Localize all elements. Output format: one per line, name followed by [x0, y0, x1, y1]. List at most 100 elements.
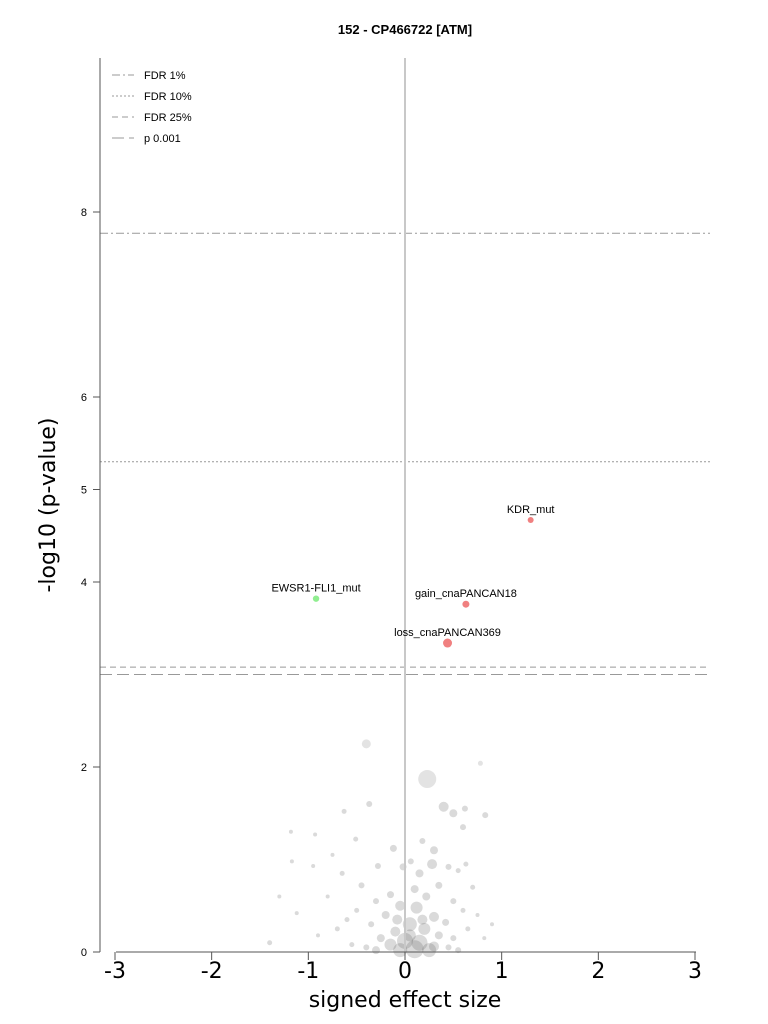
legend-label: FDR 25% — [144, 112, 192, 124]
y-tick-label: 4 — [81, 577, 87, 589]
data-point — [410, 885, 419, 894]
data-point — [430, 846, 439, 855]
data-point — [354, 907, 360, 913]
data-point — [411, 934, 428, 951]
data-point — [450, 898, 457, 905]
data-point — [460, 907, 466, 913]
x-tick-label: 3 — [688, 959, 702, 984]
data-point — [434, 931, 443, 940]
legend-label: FDR 10% — [144, 91, 192, 103]
data-point — [294, 911, 299, 916]
data-point — [422, 892, 431, 901]
data-point — [344, 917, 350, 923]
data-point — [417, 914, 428, 925]
data-point — [341, 808, 347, 814]
highlighted-point — [443, 638, 453, 648]
data-point — [460, 824, 467, 831]
data-point — [438, 801, 449, 812]
data-point — [392, 914, 403, 925]
data-point — [422, 943, 437, 958]
y-tick-label: 0 — [81, 947, 87, 959]
data-point — [330, 852, 335, 857]
data-point — [455, 868, 461, 874]
data-point — [415, 869, 424, 878]
data-point — [339, 870, 345, 876]
data-point — [435, 881, 443, 889]
x-axis-ticks: -3 -2 -1 0 1 2 3 — [104, 952, 702, 984]
data-point — [315, 933, 320, 938]
data-point — [390, 926, 401, 937]
data-point — [419, 838, 426, 844]
data-point — [363, 944, 370, 951]
highlighted-point — [527, 517, 534, 524]
data-point — [402, 917, 417, 932]
x-tick-label: -1 — [297, 959, 319, 984]
data-point — [371, 946, 380, 955]
data-point — [353, 836, 359, 842]
x-tick-label: 0 — [398, 959, 412, 984]
data-point — [418, 770, 437, 789]
data-point — [405, 940, 424, 959]
data-point — [418, 922, 431, 935]
data-point — [384, 938, 397, 951]
data-point — [277, 894, 282, 899]
data-point — [376, 934, 385, 943]
data-point — [349, 942, 355, 948]
legend-label: FDR 1% — [144, 70, 186, 82]
data-point — [410, 901, 423, 914]
data-point — [445, 863, 452, 870]
highlighted-point — [462, 600, 470, 608]
data-point — [450, 935, 457, 942]
data-point — [442, 918, 450, 926]
data-point — [389, 844, 397, 852]
chart-title: 152 - CP466722 [ATM] — [338, 22, 472, 37]
point-label: loss_cnaPANCAN369 — [394, 627, 501, 639]
y-axis-ticks: 0 2 4 5 6 8 — [81, 207, 100, 959]
data-point — [374, 862, 381, 869]
data-point — [463, 861, 469, 867]
x-tick-label: -2 — [201, 959, 223, 984]
point-label: EWSR1-FLI1_mut — [271, 583, 360, 595]
background-points — [267, 739, 495, 959]
data-point — [470, 884, 476, 890]
y-axis-label: -log10 (p-value) — [36, 417, 61, 592]
data-point — [368, 921, 375, 928]
data-point — [490, 922, 495, 927]
data-point — [429, 941, 440, 952]
x-tick-label: 1 — [495, 959, 509, 984]
data-point — [407, 858, 414, 865]
data-point — [313, 832, 318, 837]
data-point — [403, 929, 416, 942]
y-tick-label: 6 — [81, 392, 87, 404]
data-point — [465, 926, 471, 932]
data-point — [381, 911, 390, 919]
x-tick-label: 2 — [591, 959, 605, 984]
y-tick-label: 5 — [81, 485, 87, 497]
highlighted-point — [312, 595, 320, 602]
data-point — [361, 739, 371, 749]
data-point — [429, 911, 440, 922]
x-tick-label: -3 — [104, 959, 126, 984]
point-label: gain_cnaPANCAN18 — [415, 588, 517, 600]
data-point — [372, 898, 379, 905]
y-tick-label: 8 — [81, 207, 87, 219]
data-point — [395, 900, 406, 911]
data-point — [289, 859, 294, 864]
data-point — [386, 891, 394, 899]
data-point — [461, 805, 468, 812]
data-point — [358, 882, 365, 889]
data-point — [482, 812, 489, 819]
data-point — [393, 943, 408, 958]
data-point — [267, 940, 273, 946]
data-point — [311, 863, 316, 868]
data-point — [288, 829, 293, 834]
data-point — [334, 926, 340, 932]
data-point — [325, 894, 330, 899]
legend: FDR 1% FDR 10% FDR 25% p 0.001 — [112, 70, 192, 145]
data-point — [475, 913, 480, 917]
point-label: KDR_mut — [507, 504, 555, 516]
highlighted-points: KDR_mut EWSR1-FLI1_mut gain_cnaPANCAN18los… — [271, 504, 555, 648]
data-point — [482, 936, 487, 941]
data-point — [445, 944, 452, 951]
